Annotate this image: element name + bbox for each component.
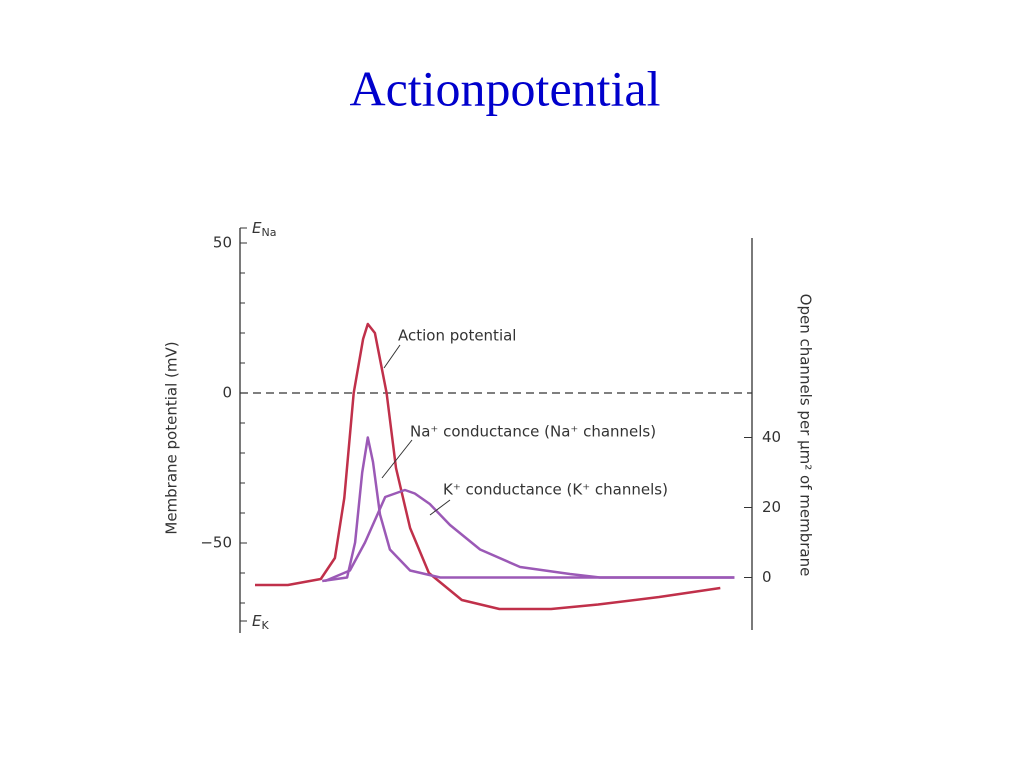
series-label: K⁺ conductance (K⁺ channels): [443, 481, 668, 499]
y-tick-label: −50: [200, 534, 232, 552]
series-label: Na⁺ conductance (Na⁺ channels): [410, 423, 656, 441]
axis-marker-sub: K: [261, 619, 269, 632]
axis-marker-label: EK: [252, 612, 269, 633]
y2-tick-label: 20: [762, 498, 781, 516]
axis-marker-label: ENa: [252, 219, 276, 240]
series-line: [255, 322, 721, 611]
label-leader: [383, 344, 401, 369]
series-line: [324, 488, 735, 583]
y-tick-label: 50: [213, 234, 232, 252]
y2-axis-label: Open channels per μm² of membrane: [797, 294, 815, 577]
axis-marker-main: E: [252, 219, 262, 237]
label-leader: [429, 499, 451, 516]
series-line: [322, 436, 735, 583]
series-label: Action potential: [398, 327, 516, 345]
label-leader: [381, 439, 413, 479]
y2-tick-label: 40: [762, 428, 781, 446]
axis-marker-sub: Na: [261, 226, 276, 239]
y2-tick-label: 0: [762, 568, 772, 586]
axis-marker-main: E: [252, 612, 262, 630]
y-axis-label: Membrane potential (mV): [163, 341, 181, 534]
chart-title: Actionpotential: [349, 60, 660, 116]
y-tick-label: 0: [222, 384, 232, 402]
